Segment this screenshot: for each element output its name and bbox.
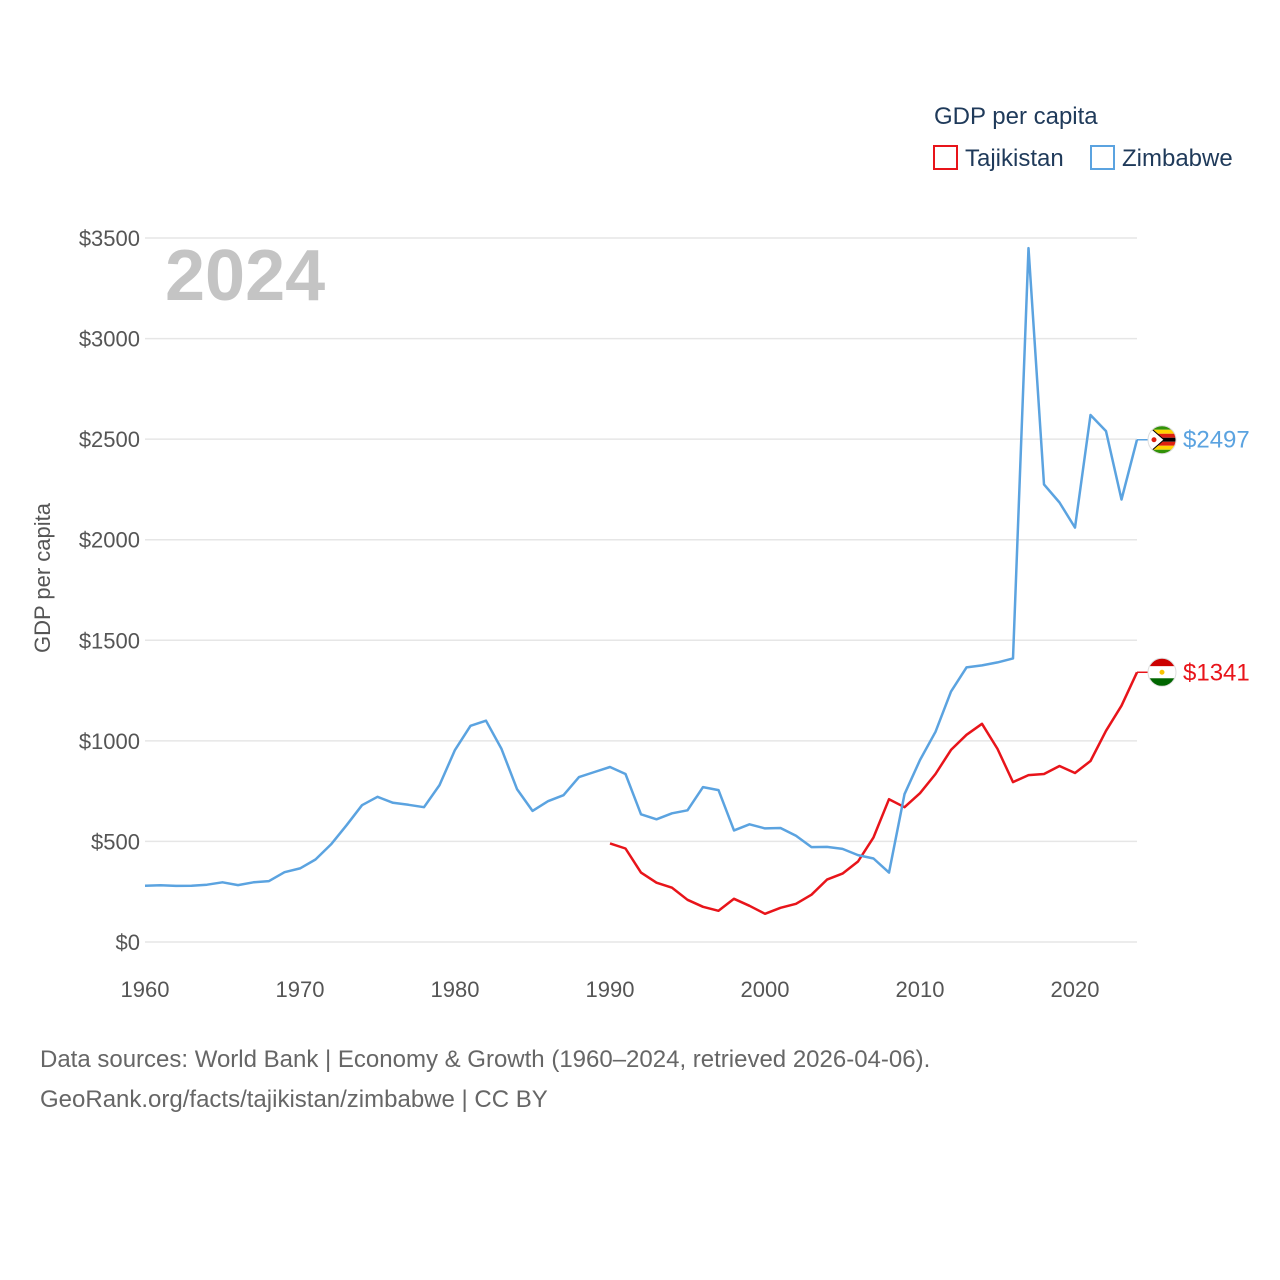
x-tick-label: 2010 [896,977,945,1002]
year-watermark: 2024 [165,236,325,316]
grid-layer [145,237,1137,943]
y-tick-label: $1000 [79,729,140,754]
footer-sources: Data sources: World Bank | Economy & Gro… [40,1046,931,1073]
y-tick-label: $3000 [79,327,140,352]
y-tick-label: $500 [91,829,140,854]
x-tick-label: 2000 [741,977,790,1002]
x-tick-label: 1990 [586,977,635,1002]
series-line-tajikistan[interactable] [609,671,1139,916]
y-tick-label: $2000 [79,528,140,553]
flag-zimbabwe-icon [1147,425,1177,455]
x-tick-label: 2020 [1051,977,1100,1002]
x-tick-labels: 1960 1970 1980 1990 2000 2010 2020 [121,977,1100,1002]
y-tick-label: $3500 [79,226,140,251]
x-tick-label: 1960 [121,977,170,1002]
y-tick-label: $1500 [79,628,140,653]
y-tick-label: $0 [116,930,140,955]
legend-swatch-tajikistan[interactable] [933,145,958,170]
legend-title: GDP per capita [934,103,1098,130]
end-label-tajikistan: $1341 [1183,659,1250,686]
x-tick-label: 1980 [431,977,480,1002]
series-line-zimbabwe[interactable] [144,246,1139,888]
footer: Data sources: World Bank | Economy & Gro… [40,1040,930,1120]
flag-tajikistan-icon [1147,657,1177,687]
legend-label-zimbabwe[interactable]: Zimbabwe [1122,145,1233,172]
y-tick-labels: $0 $500 $1000 $1500 $2000 $2500 $3000 $3500 [79,226,140,955]
y-axis-title: GDP per capita [30,502,55,653]
legend-label-tajikistan[interactable]: Tajikistan [965,145,1064,172]
legend-swatch-zimbabwe[interactable] [1090,145,1115,170]
end-label-zimbabwe: $2497 [1183,427,1250,454]
end-markers: $1341 $2497 [1137,425,1250,687]
x-tick-label: 1970 [276,977,325,1002]
y-tick-label: $2500 [79,427,140,452]
series-layer [144,246,1139,916]
footer-link[interactable]: GeoRank.org/facts/tajikistan/zimbabwe | … [40,1086,548,1113]
